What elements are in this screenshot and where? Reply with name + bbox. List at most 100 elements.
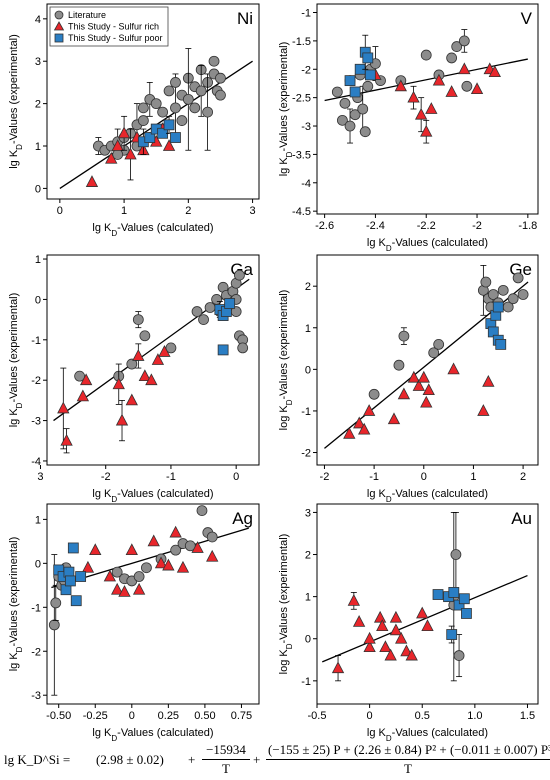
au-point-sulfur-poor [432,589,444,600]
au-y-tick-label: 1 [305,592,311,604]
ga-point-sulfur-rich [151,353,165,365]
ag-point-literature [196,505,208,516]
ni-point-literature [157,106,169,118]
v-point-sulfur-rich [445,85,458,97]
v-y-tick-label: -4.5 [292,206,311,218]
ge-y-axis-label: log KD-Values (experimental) [278,290,294,431]
v-point-sulfur-poor [349,86,361,98]
au-point-sulfur-rich [379,640,392,653]
ge-point-literature [433,339,445,350]
ga-x-axis-label: lg KD-Values (calculated) [92,488,213,504]
v-point-literature [446,52,458,64]
ge-point-sulfur-rich [407,370,421,383]
v-point-literature [357,103,369,115]
ga-point-literature [165,342,177,354]
au-point-sulfur-rich [389,623,403,636]
ga-point-sulfur-poor [224,298,236,309]
v-x-tick-label: -2.4 [366,220,385,232]
panel-ge: -2 -1 0 1 2 -2 -1 0 1 2 lg KD-Values (calculated) l… [278,254,539,504]
ga-point-sulfur-rich [76,389,90,402]
ni-point-literature [208,55,220,67]
ag-y-axis-label: lg KD-Values (experimental) [8,537,24,672]
ge-point-literature [487,289,499,300]
ni-x-tick-label: 3 [250,205,256,217]
v-point-literature [359,126,371,138]
ge-point-literature [497,284,509,296]
ge-point-sulfur-rich [447,362,460,375]
ni-x-tick-label: 1 [121,205,127,217]
au-y-tick-label: 0 [305,634,311,646]
ga-point-sulfur-rich [125,393,138,406]
ag-point-sulfur-poor [64,575,76,587]
ag-y-tick-label: -3 [31,690,41,702]
ni-y-tick-label: 4 [35,14,41,26]
ge-y-tick-label: -2 [301,448,311,460]
ni-point-sulfur-rich [117,126,131,139]
ge-point-literature [517,289,529,300]
ni-point-literature [170,77,181,88]
formula-lhs: lg K_D^Si = [4,752,71,767]
ni-y-axis-label: lg KD-Values (experimental) [8,34,24,169]
ga-point-literature [204,302,216,313]
au-point-sulfur-poor [461,608,472,619]
ag-y-tick-label: -1 [31,602,41,614]
formula-fraction-1-numerator: −15934 [202,742,250,760]
v-x-tick-label: -1.8 [518,220,537,232]
ag-point-sulfur-rich [89,543,102,556]
ge-point-literature [507,293,519,305]
formula-fraction-2-numerator: (−155 ± 25) P + (2.26 ± 0.84) P² + (−0.0… [266,742,550,760]
ga-point-sulfur-rich [112,377,125,390]
v-point-sulfur-poor [364,69,376,81]
ag-y-tick-label: 1 [35,514,41,526]
au-point-sulfur-rich [376,619,389,632]
v-point-sulfur-rich [488,65,501,78]
ag-point-literature [133,571,145,582]
ag-point-literature [48,619,60,631]
ge-point-sulfur-rich [358,422,371,435]
ge-point-literature [428,347,440,359]
ge-point-sulfur-rich [417,370,430,383]
ni-point-sulfur-rich [111,139,124,151]
ni-point-literature [189,102,201,114]
v-y-tick-label: -2.5 [292,93,311,105]
formula-constant: (2.98 ± 0.02) [96,752,164,767]
au-plot-frame [316,503,539,705]
ag-y-tick-label: 0 [35,558,41,570]
legend-entry-label: This Study - Sulfur rich [68,22,159,32]
ni-point-literature [215,72,226,84]
au-point-sulfur-rich [421,619,434,632]
ge-point-literature [512,272,524,284]
au-y-axis-label: log KD-Values (experimental) [278,534,294,675]
ga-x-tick-label: -1 [166,471,176,483]
ge-point-literature [480,276,492,288]
ni-y-tick-label: 1 [35,141,41,153]
ni-x-axis-label: lg KD-Values (calculated) [92,222,213,238]
legend-entry-label: Literature [68,10,106,20]
v-point-literature [337,114,348,126]
ga-y-tick-label: 0 [35,294,41,306]
au-point-literature [453,650,465,661]
ag-point-sulfur-rich [118,585,131,597]
ga-point-sulfur-rich [138,369,152,382]
v-y-tick-label: -1.5 [292,36,311,48]
v-point-literature [344,120,356,132]
v-point-literature [362,80,374,92]
ag-point-sulfur-rich [176,560,190,573]
ge-point-literature [393,359,405,371]
ag-x-tick-label: 0.75 [231,710,252,722]
ni-point-literature [195,85,207,97]
au-fit-line [322,574,528,663]
ge-point-sulfur-rich [353,416,366,429]
ni-panel-title: Ni [237,9,253,28]
v-point-sulfur-rich [420,124,433,137]
ag-point-sulfur-rich [154,556,168,569]
ga-y-tick-label: -1 [31,335,41,347]
formula-plus: + [188,752,196,767]
v-point-literature [420,49,432,61]
au-panel-title: Au [511,509,532,528]
ag-point-literature [111,566,123,578]
au-point-sulfur-rich [416,606,429,619]
ga-point-sulfur-rich [145,373,158,386]
ni-point-sulfur-poor [163,119,175,131]
ni-point-sulfur-rich [162,139,176,151]
